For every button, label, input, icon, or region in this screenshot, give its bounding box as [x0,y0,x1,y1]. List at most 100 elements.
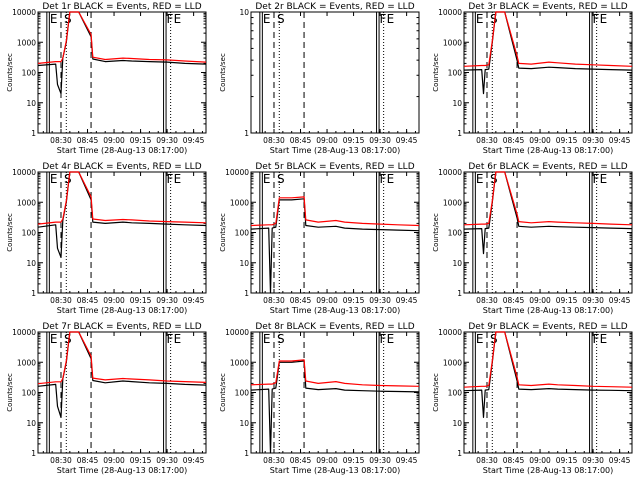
y-tick-label: 10000 [225,168,249,177]
panel-title: Det 4r BLACK = Events, RED = LLD [42,162,201,172]
y-tick-label: 1000 [17,358,36,367]
panel-title: Det 6r BLACK = Events, RED = LLD [468,162,627,172]
x-tick-label: 09:30 [582,296,604,305]
event-marker-label: S [490,12,498,26]
x-tick-label: 08:30 [50,296,72,305]
x-axis-label: Start Time (28-Aug-13 08:17:00) [57,466,188,475]
y-tick-label: 10 [452,259,462,268]
series-events-line [463,11,633,95]
y-tick-label: 100 [448,69,463,78]
x-tick-label: 08:30 [263,296,285,305]
y-tick-label: 10000 [12,8,36,17]
series-lld-line [463,331,633,388]
x-tick-label: 09:00 [316,456,338,465]
y-tick-label: 10000 [12,328,36,337]
event-marker-label: E [263,172,271,186]
event-marker-label: E [174,332,182,346]
x-tick-label: 08:30 [263,136,285,145]
y-axis-label: Counts/sec [6,53,14,92]
event-marker-label: F [380,172,387,186]
x-tick-label: 09:15 [343,296,365,305]
x-axis-label: Start Time (28-Aug-13 08:17:00) [483,306,614,315]
y-tick-label: 1000 [443,358,462,367]
event-marker-label: S [277,12,285,26]
x-tick-label: 09:30 [369,296,391,305]
event-marker-label: S [277,172,285,186]
y-axis-label: Counts/sec [219,373,227,412]
event-marker-label: F [167,332,174,346]
y-tick-label: 1 [31,289,36,298]
detector-panel-2: Det 2r BLACK = Events, RED = LLD 1 10 Count… [219,2,420,155]
x-tick-label: 09:00 [316,296,338,305]
x-tick-label: 09:15 [343,136,365,145]
detector-panel-3: Det 3r BLACK = Events, RED = LLD 1 10 100 10… [432,2,633,155]
y-tick-label: 10000 [438,8,462,17]
series-events-line [250,360,420,454]
plot-frame [250,171,420,294]
plot-frame [463,171,633,294]
y-tick-label: 10000 [438,328,462,337]
event-marker-label: F [380,332,387,346]
event-marker-label: F [593,172,600,186]
y-tick-label: 100 [235,389,250,398]
event-marker-label: E [263,332,271,346]
x-axis-label: Start Time (28-Aug-13 08:17:00) [57,146,188,155]
x-tick-label: 09:00 [529,456,551,465]
x-tick-label: 09:30 [369,136,391,145]
panel-title: Det 3r BLACK = Events, RED = LLD [468,2,627,12]
panel-title: Det 7r BLACK = Events, RED = LLD [42,322,201,332]
y-axis-label: Counts/sec [219,213,227,252]
detector-panel-4: Det 4r BLACK = Events, RED = LLD 1 10 100 10… [6,162,207,315]
x-tick-label: 08:45 [503,456,525,465]
y-tick-label: 1 [244,449,249,458]
y-tick-label: 1000 [17,38,36,47]
detector-panel-5: Det 5r BLACK = Events, RED = LLD 1 10 100 10… [219,162,420,315]
panel-title: Det 9r BLACK = Events, RED = LLD [468,322,627,332]
series-lld-line [37,331,207,385]
y-tick-label: 10 [452,419,462,428]
series-lld-line [37,171,207,225]
x-tick-label: 08:45 [77,296,99,305]
x-axis-label: Start Time (28-Aug-13 08:17:00) [57,306,188,315]
x-tick-label: 09:30 [156,296,178,305]
y-tick-label: 1 [31,129,36,138]
event-marker-label: E [263,12,271,26]
y-tick-label: 1 [457,449,462,458]
event-marker-label: E [476,12,484,26]
plot-frame [463,11,633,134]
x-tick-label: 09:00 [316,136,338,145]
x-tick-label: 08:45 [77,456,99,465]
event-marker-label: E [50,172,58,186]
x-tick-label: 09:15 [130,136,152,145]
x-tick-label: 09:45 [183,136,205,145]
x-tick-label: 09:15 [556,136,578,145]
y-tick-label: 10 [239,419,249,428]
panel-title: Det 1r BLACK = Events, RED = LLD [42,2,201,12]
y-axis-label: Counts/sec [432,213,440,252]
y-tick-label: 1000 [443,38,462,47]
y-tick-label: 1000 [443,198,462,207]
x-tick-label: 08:30 [263,456,285,465]
x-tick-label: 08:30 [476,136,498,145]
event-marker-label: E [600,12,608,26]
y-tick-label: 100 [22,229,37,238]
y-tick-label: 10 [239,8,249,17]
y-tick-label: 100 [448,229,463,238]
x-tick-label: 09:15 [556,296,578,305]
y-tick-label: 100 [235,229,250,238]
series-events-line [250,198,420,294]
event-marker-label: E [174,172,182,186]
plot-frame [37,331,207,454]
x-tick-label: 09:45 [609,456,631,465]
event-marker-label: E [174,12,182,26]
x-tick-label: 08:45 [290,136,312,145]
plot-frame [250,331,420,454]
event-marker-label: E [50,12,58,26]
y-axis-label: Counts/sec [6,213,14,252]
y-tick-label: 10 [452,99,462,108]
y-tick-label: 10000 [438,168,462,177]
x-axis-label: Start Time (28-Aug-13 08:17:00) [483,146,614,155]
event-marker-label: E [387,172,395,186]
event-marker-label: E [50,332,58,346]
detector-panel-9: Det 9r BLACK = Events, RED = LLD 1 10 100 10… [432,322,633,475]
